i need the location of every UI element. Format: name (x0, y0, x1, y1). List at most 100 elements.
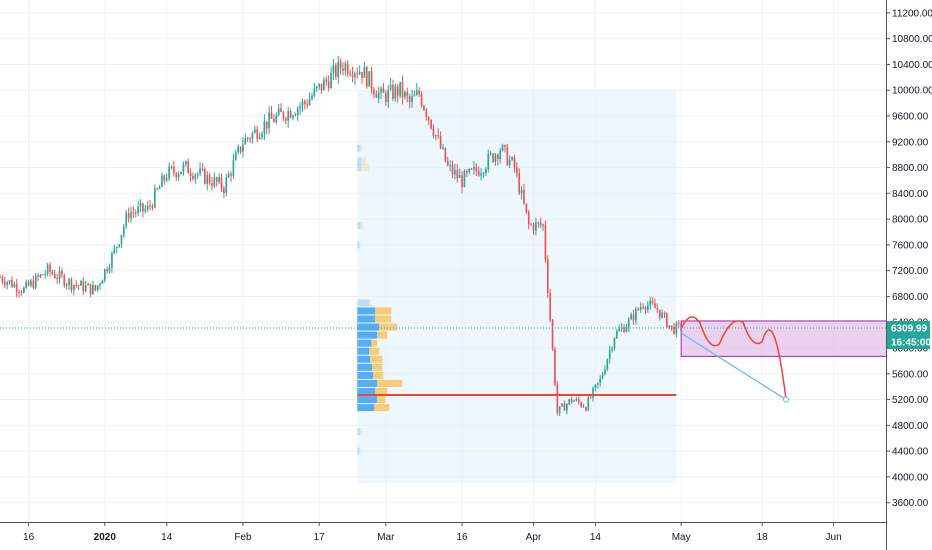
candle-body (70, 279, 73, 290)
candle-body (218, 177, 220, 182)
volume-profile-down (370, 355, 383, 363)
candle-body (496, 154, 499, 159)
candle-body (311, 95, 313, 100)
volume-profile-up (357, 157, 362, 165)
x-tick-label: 14 (161, 532, 173, 543)
candle-body (339, 61, 342, 69)
candle-body (187, 161, 189, 174)
candle-body (385, 92, 387, 102)
y-tick-label: 9200.00 (892, 137, 929, 148)
candle-body (501, 145, 504, 151)
candle-body (530, 224, 532, 226)
candle-body (246, 137, 249, 139)
candle-body (284, 118, 287, 121)
candle-body (451, 165, 454, 175)
candle-body (249, 138, 251, 140)
candle-body (437, 135, 440, 137)
candle-body (435, 135, 437, 137)
candle-body (623, 327, 625, 333)
candle-body (508, 159, 511, 166)
candle-body (525, 203, 528, 213)
candle-body (580, 402, 582, 407)
candle-body (192, 176, 194, 179)
candles (0, 55, 683, 416)
candle-body (75, 284, 78, 286)
candle-body (346, 63, 349, 74)
candle-body (642, 307, 644, 309)
candle-body (211, 183, 213, 187)
candle-body (389, 84, 392, 90)
candle-body (227, 173, 230, 178)
candle-body (537, 222, 540, 224)
y-tick-label: 10400.00 (892, 60, 932, 71)
candle-body (56, 278, 58, 280)
volume-profile-up (357, 144, 361, 152)
candle-body (504, 145, 506, 147)
candle-body (380, 88, 382, 93)
candle-body (208, 174, 211, 184)
x-tick-label: 16 (456, 532, 468, 543)
candle-body (223, 188, 225, 193)
candle-body (58, 270, 61, 279)
volume-profile-up (357, 241, 360, 249)
candle-body (80, 281, 82, 286)
y-tick-label: 5600.00 (892, 369, 929, 380)
candle-body (551, 320, 554, 349)
candle-body (577, 399, 580, 403)
volume-profile-up (357, 447, 360, 455)
candle-body (637, 308, 640, 310)
candle-body (103, 269, 106, 281)
candle-body (644, 307, 647, 310)
volume-profile-down (377, 331, 388, 339)
volume-profile-up (357, 396, 378, 404)
candle-body (663, 312, 666, 314)
candle-body (163, 175, 166, 181)
candle-body (515, 167, 518, 173)
candle-body (535, 222, 537, 231)
candle-body (480, 173, 482, 176)
candle-body (599, 378, 602, 383)
candle-body (661, 312, 663, 318)
candle-body (161, 175, 163, 187)
candle-body (213, 177, 216, 187)
candle-body (63, 275, 66, 286)
candle-body (465, 171, 468, 173)
candle-body (84, 285, 87, 292)
candle-body (180, 171, 182, 175)
candle-body (273, 118, 275, 123)
candle-body (39, 274, 42, 278)
candle-body (373, 88, 375, 95)
candle-body (646, 305, 649, 310)
candle-body (439, 135, 442, 149)
candle-body (558, 406, 561, 413)
candle-body (265, 121, 268, 129)
candle-body (492, 153, 494, 162)
volume-profile-up (357, 428, 361, 436)
candle-body (666, 313, 668, 328)
candle-body (527, 212, 530, 225)
volume-profile-up (357, 404, 375, 412)
candle-body (337, 61, 340, 77)
candle-body (420, 94, 423, 106)
candle-body (415, 90, 418, 95)
candle-body (396, 86, 399, 96)
candle-body (263, 121, 266, 134)
candle-body (113, 248, 116, 253)
candle-body (299, 106, 301, 109)
candle-body (289, 110, 292, 118)
volume-profile-up (357, 299, 370, 307)
candle-body (587, 397, 590, 411)
y-tick-label: 8400.00 (892, 189, 929, 200)
candle-body (256, 129, 259, 139)
x-tick-label: Feb (234, 532, 252, 543)
candle-body (349, 73, 351, 75)
candle-body (489, 153, 492, 155)
candle-body (342, 68, 344, 71)
candle-body (334, 65, 337, 77)
candle-body (234, 152, 237, 161)
candle-body (365, 67, 368, 87)
candle-body (377, 92, 380, 98)
candle-body (356, 73, 359, 75)
